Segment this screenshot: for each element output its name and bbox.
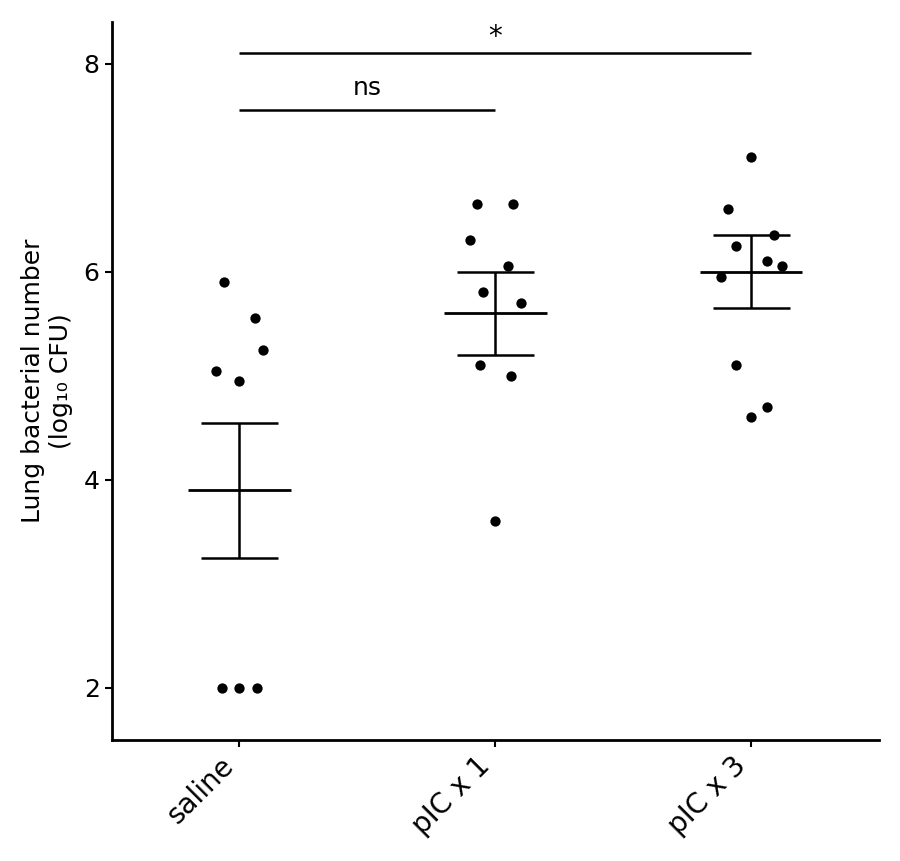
Point bbox=[775, 259, 789, 273]
Point bbox=[475, 286, 490, 300]
Point bbox=[767, 228, 781, 242]
Point bbox=[501, 259, 516, 273]
Y-axis label: Lung bacterial number
(log₁₀ CFU): Lung bacterial number (log₁₀ CFU) bbox=[21, 238, 73, 523]
Point bbox=[248, 312, 262, 325]
Point bbox=[729, 358, 743, 372]
Point bbox=[760, 400, 774, 414]
Point bbox=[488, 515, 502, 529]
Point bbox=[721, 202, 735, 216]
Point bbox=[744, 151, 759, 164]
Point bbox=[217, 276, 231, 289]
Point bbox=[214, 681, 229, 695]
Point bbox=[760, 254, 774, 268]
Point bbox=[232, 681, 247, 695]
Point bbox=[503, 369, 517, 382]
Point bbox=[256, 343, 270, 356]
Point bbox=[232, 374, 247, 387]
Point bbox=[470, 197, 484, 211]
Text: *: * bbox=[489, 23, 502, 51]
Point bbox=[714, 270, 728, 284]
Point bbox=[463, 233, 477, 247]
Point bbox=[506, 197, 520, 211]
Point bbox=[210, 363, 224, 377]
Point bbox=[250, 681, 265, 695]
Point bbox=[472, 358, 487, 372]
Text: ns: ns bbox=[353, 76, 382, 100]
Point bbox=[729, 238, 743, 252]
Point bbox=[744, 411, 759, 424]
Point bbox=[514, 296, 528, 310]
